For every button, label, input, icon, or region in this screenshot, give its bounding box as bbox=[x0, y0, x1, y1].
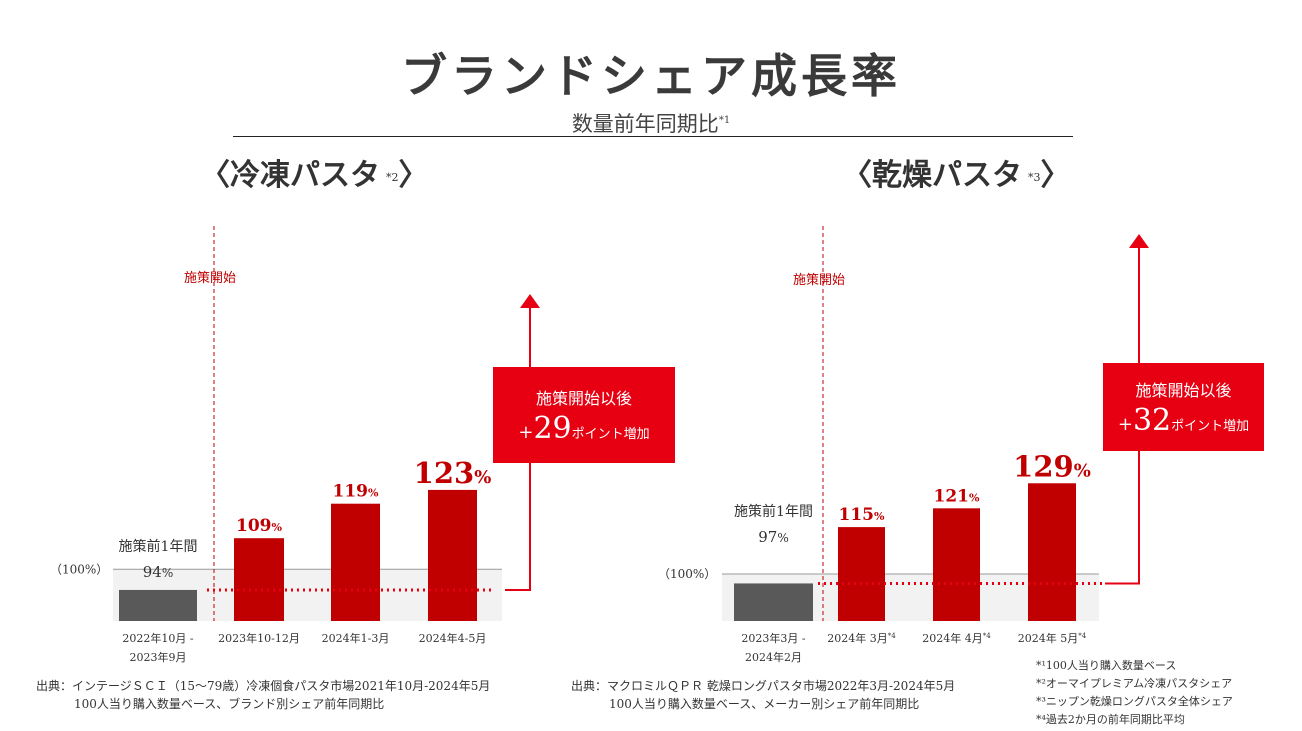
panel-title-dry-note: *3 bbox=[1028, 170, 1041, 184]
bar-value-label-1: 115% bbox=[839, 505, 886, 525]
bar-2 bbox=[331, 503, 380, 621]
page-title: ブランドシェア成長率 bbox=[401, 49, 901, 103]
category-label-2: 2024年 4月*4 bbox=[922, 631, 991, 645]
category-label-0: 2023年3月 -2024年2月 bbox=[741, 631, 805, 664]
category-label-1: 2023年10-12月 bbox=[218, 631, 300, 645]
arrow-head bbox=[520, 294, 540, 308]
panel-title-dry-close: 〉 bbox=[1040, 158, 1071, 193]
panel-title-dry: 〈乾燥パスタ *3〉 bbox=[842, 150, 1071, 194]
title-rule bbox=[233, 136, 1073, 137]
pre-period-bar bbox=[734, 583, 813, 621]
pre-period-bar bbox=[119, 589, 197, 621]
panel-title-frozen-text: 〈冷凍パスタ bbox=[200, 158, 380, 193]
bar-value-label-0: 97% bbox=[758, 528, 789, 546]
panel-title-frozen-note: *2 bbox=[386, 170, 399, 184]
bar-value-label-0: 94% bbox=[143, 563, 174, 581]
bar-value-label-3: 123% bbox=[414, 456, 492, 490]
panel-title-frozen: 〈冷凍パスタ *2〉 bbox=[200, 150, 429, 194]
source-frozen-line1: 出典：インテージＳＣＩ（15〜79歳）冷凍個食パスタ市場2021年10月-202… bbox=[36, 679, 491, 693]
callout-frozen: 施策開始以後 +29ポイント増加 bbox=[493, 367, 675, 463]
bar-value-label-3: 129% bbox=[1013, 449, 1091, 483]
pre-period-label: 施策前1年間 bbox=[734, 503, 813, 520]
page-subtitle: 数量前年同期比*1 bbox=[0, 108, 1302, 138]
baseline-label: （100%） bbox=[50, 562, 108, 576]
bar-2 bbox=[933, 508, 980, 621]
pre-period-label: 施策前1年間 bbox=[119, 538, 198, 555]
callout-frozen-line2: +29ポイント増加 bbox=[493, 411, 675, 446]
bar-1 bbox=[838, 527, 885, 621]
callout-dry-unit: ポイント増加 bbox=[1171, 419, 1250, 434]
source-dry-line2: 100人当り購入数量ベース、メーカー別シェア前年同期比 bbox=[609, 697, 920, 711]
bar-value-label-1: 109% bbox=[236, 516, 283, 536]
arrow-head bbox=[1129, 234, 1149, 248]
measure-start-label: 施策開始 bbox=[184, 270, 236, 286]
measure-start-label: 施策開始 bbox=[793, 272, 845, 288]
bar-1 bbox=[234, 538, 284, 621]
callout-dry-line1: 施策開始以後 bbox=[1135, 381, 1232, 400]
category-label-3: 2024年 5月*4 bbox=[1018, 631, 1087, 645]
footnote-2: *²オーマイプレミアム冷凍パスタシェア bbox=[1036, 677, 1233, 690]
bar-3 bbox=[1028, 483, 1076, 621]
footnote-4: *⁴過去2か月の前年同期比平均 bbox=[1036, 713, 1185, 726]
subtitle-text: 数量前年同期比 bbox=[571, 112, 719, 136]
panel-title-dry-text: 〈乾燥パスタ bbox=[842, 158, 1022, 193]
callout-frozen-number: 29 bbox=[533, 411, 572, 446]
callout-dry: 施策開始以後 +32ポイント増加 bbox=[1103, 363, 1264, 451]
callout-frozen-unit: ポイント増加 bbox=[571, 427, 650, 442]
bar-value-label-2: 121% bbox=[934, 486, 981, 506]
category-label-3: 2024年4-5月 bbox=[419, 631, 487, 645]
footnote-1: *¹100人当り購入数量ベース bbox=[1036, 659, 1177, 672]
source-frozen-line2: 100人当り購入数量ベース、ブランド別シェア前年同期比 bbox=[74, 697, 385, 711]
baseline-label: （100%） bbox=[658, 567, 716, 581]
callout-dry-number: 32 bbox=[1132, 403, 1172, 438]
category-label-0: 2022年10月 -2023年9月 bbox=[122, 631, 193, 664]
callout-dry-sign: + bbox=[1117, 414, 1133, 435]
bar-value-label-2: 119% bbox=[333, 482, 380, 502]
category-label-2: 2024年1-3月 bbox=[322, 631, 390, 645]
panel-title-frozen-close: 〉 bbox=[398, 158, 429, 193]
footnote-3: *³ニップン乾燥ロングパスタ全体シェア bbox=[1036, 695, 1233, 708]
bar-3 bbox=[428, 489, 477, 621]
callout-frozen-sign: + bbox=[518, 422, 534, 443]
category-label-1: 2024年 3月*4 bbox=[827, 631, 896, 645]
source-dry-line1: 出典：マクロミルＱＰＲ 乾燥ロングパスタ市場2022年3月-2024年5月 bbox=[571, 679, 956, 693]
callout-dry-line2: +32ポイント増加 bbox=[1103, 403, 1264, 438]
callout-frozen-line1: 施策開始以後 bbox=[535, 389, 632, 408]
subtitle-note: *1 bbox=[718, 115, 731, 126]
